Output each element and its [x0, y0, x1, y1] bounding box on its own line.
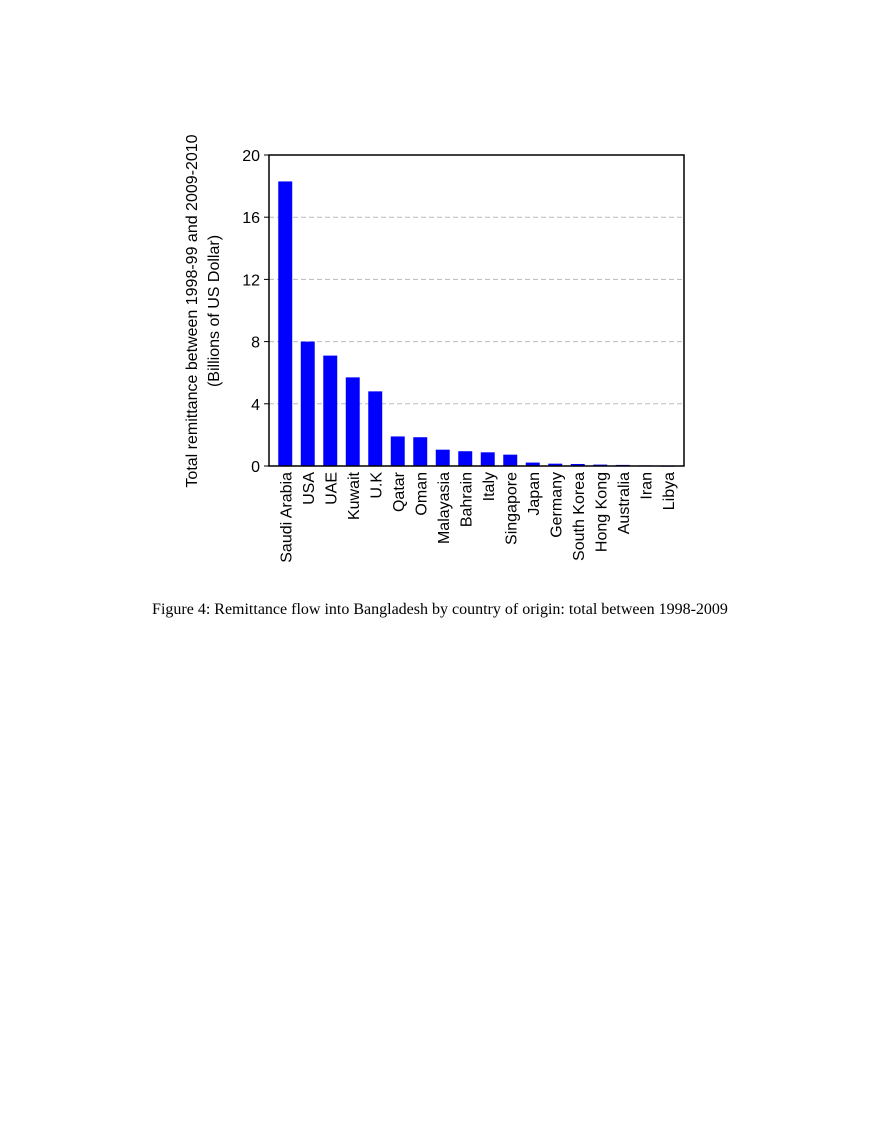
y-axis-title-line-2: (Billions of US Dollar) [206, 235, 223, 387]
x-tick-label: USA [301, 472, 318, 505]
x-tick-label: Singapore [503, 472, 520, 545]
x-tick-label: Oman [413, 472, 430, 516]
x-tick-label: Hong Kong [593, 472, 610, 552]
x-tick-label: U.K [368, 472, 385, 499]
bar-u-k [368, 391, 383, 466]
bar-usa [300, 341, 315, 466]
x-tick-label: Iran [638, 472, 655, 500]
x-tick-label: Malayasia [436, 472, 453, 544]
bar-kuwait [345, 377, 360, 466]
bar-oman [413, 437, 428, 466]
figure-caption: Figure 4: Remittance flow into Banglades… [152, 601, 728, 618]
y-axis-title-line-1: Total remittance between 1998-99 and 200… [184, 134, 201, 487]
x-tick-label: Germany [548, 472, 565, 538]
bar-malayasia [435, 449, 450, 466]
plot-frame [268, 154, 685, 467]
y-tick-label: 4 [251, 397, 260, 414]
y-tick-label: 8 [251, 335, 260, 352]
bar-chart: 0 4 8 12 16 20 Saudi Arabia USA UAE Kuwait U.K Qat… [184, 134, 685, 563]
y-tick-label: 16 [242, 210, 260, 227]
grid-lines [269, 216, 684, 405]
bar-saudi-arabia [278, 181, 293, 466]
y-tick-label: 20 [242, 148, 260, 165]
bar-italy [480, 452, 495, 466]
x-tick-label: UAE [323, 472, 340, 505]
x-tick-label: Saudi Arabia [278, 472, 295, 563]
x-tick-labels: Saudi Arabia USA UAE Kuwait U.K Qatar Oman Mala… [278, 471, 678, 562]
y-ticks: 0 4 8 12 16 20 [242, 148, 269, 476]
x-tick-label: Qatar [391, 471, 408, 512]
bar-germany [548, 463, 563, 466]
x-tick-label: Australia [616, 472, 633, 534]
x-tick-label: Bahrain [458, 472, 475, 527]
y-tick-label: 0 [251, 459, 260, 476]
bar-japan [525, 462, 540, 466]
x-tick-label: Libya [661, 472, 678, 510]
y-tick-label: 12 [242, 272, 260, 289]
x-tick-label: Japan [526, 472, 543, 516]
bar-singapore [503, 454, 518, 466]
x-tick-label: South Korea [571, 472, 588, 561]
bar-south-korea [570, 463, 585, 466]
bar-uae [323, 355, 338, 466]
bar-bahrain [458, 451, 473, 466]
bars [278, 181, 675, 467]
x-tick-label: Kuwait [346, 471, 363, 520]
x-tick-label: Italy [481, 472, 498, 501]
bar-qatar [390, 436, 405, 466]
